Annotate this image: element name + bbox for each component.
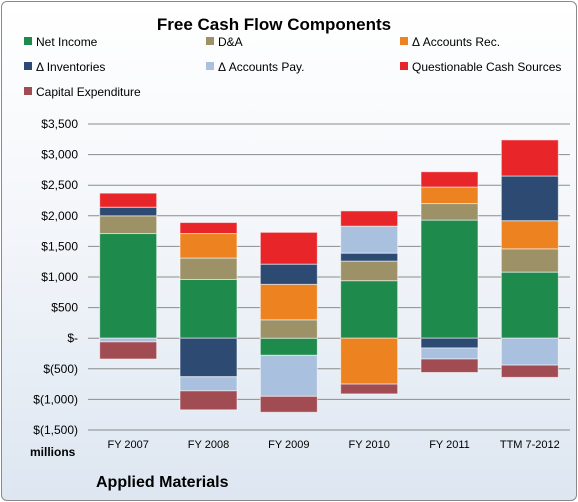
bar-questionable-cash-sources (99, 192, 158, 208)
legend-label-questionable-cash-sources: Questionable Cash Sources (412, 60, 561, 74)
bar-capital-expenditure (500, 364, 559, 378)
unit-label: millions (30, 445, 76, 459)
bar-questionable-cash-sources (179, 222, 238, 235)
bar-net-income (420, 219, 479, 339)
bar-questionable-cash-sources (259, 231, 318, 265)
bar-accounts-rec (420, 186, 479, 205)
y-tick-label: $500 (51, 301, 78, 315)
bar-d-a (420, 203, 479, 221)
bar-d-a (259, 319, 318, 339)
bar-capital-expenditure (99, 341, 158, 360)
bar-accounts-rec (179, 233, 238, 259)
y-tick-label: $(1,000) (33, 392, 78, 406)
legend: Net Income D&A Δ Accounts Rec. Δ Inventorie… (24, 35, 561, 99)
x-category-label: FY 2010 (348, 439, 389, 451)
legend-label-inventories: Δ Inventories (36, 60, 105, 74)
bar-accounts-pay (99, 337, 158, 343)
bar-d-a (500, 248, 559, 273)
company-label: Applied Materials (96, 474, 229, 491)
y-tick-label: $- (67, 331, 78, 345)
legend-swatch-questionable-cash-sources (400, 62, 408, 70)
bar-accounts-pay (500, 337, 559, 366)
y-tick-label: $3,500 (41, 117, 78, 131)
bar-accounts-rec (340, 337, 399, 385)
legend-label-capital-expenditure: Capital Expenditure (36, 85, 141, 99)
bar-net-income (99, 233, 158, 339)
bar-net-income (179, 278, 238, 339)
legend-swatch-inventories (24, 62, 32, 70)
y-tick-label: $2,500 (41, 178, 78, 192)
bar-questionable-cash-sources (500, 139, 559, 177)
bar-accounts-rec (259, 283, 318, 321)
y-tick-label: $(500) (43, 362, 78, 376)
bar-capital-expenditure (340, 383, 399, 395)
bar-inventories (500, 175, 559, 222)
y-tick-label: $1,500 (41, 239, 78, 253)
y-tick-label: $2,000 (41, 209, 78, 223)
bar-capital-expenditure (420, 358, 479, 373)
legend-swatch-accounts-pay (206, 62, 214, 70)
bar-net-income (500, 271, 559, 339)
legend-swatch-accounts-rec (400, 37, 408, 45)
bar-accounts-rec (500, 220, 559, 250)
legend-label-d-a: D&A (218, 35, 243, 49)
x-category-label: FY 2011 (429, 439, 470, 451)
x-category-label: TTM 7-2012 (500, 439, 560, 451)
bar-questionable-cash-sources (340, 210, 399, 227)
legend-swatch-d-a (206, 37, 214, 45)
y-tick-label: $(1,500) (33, 423, 78, 437)
bar-net-income (340, 280, 399, 339)
bar-capital-expenditure (259, 395, 318, 413)
plot-area: $3,500 $3,000 $2,500 $2,000 $1,500 $1,000 $500… (33, 117, 570, 451)
bar-accounts-pay (420, 347, 479, 360)
bar-accounts-pay (179, 376, 238, 392)
legend-label-accounts-rec: Δ Accounts Rec. (412, 35, 500, 49)
chart-title: Free Cash Flow Components (157, 15, 391, 34)
y-tick-label: $3,000 (41, 148, 78, 162)
bar-inventories (179, 337, 238, 378)
x-category-label: FY 2009 (268, 439, 309, 451)
bar-d-a (99, 215, 158, 235)
legend-label-accounts-pay: Δ Accounts Pay. (218, 60, 305, 74)
legend-swatch-net-income (24, 37, 32, 45)
legend-label-net-income: Net Income (36, 35, 98, 49)
legend-swatch-capital-expenditure (24, 87, 32, 95)
bar-accounts-pay (259, 354, 318, 397)
x-category-label: FY 2008 (188, 439, 229, 451)
y-tick-label: $1,000 (41, 270, 78, 284)
bar-d-a (179, 257, 238, 280)
bar-questionable-cash-sources (420, 171, 479, 188)
x-category-label: FY 2007 (107, 439, 148, 451)
bar-inventories (99, 206, 158, 217)
bar-inventories (340, 252, 399, 262)
bar-inventories (420, 337, 479, 349)
bar-accounts-pay (340, 225, 399, 254)
bar-capital-expenditure (179, 390, 238, 411)
bar-d-a (340, 260, 399, 282)
bar-net-income (259, 337, 318, 356)
bar-inventories (259, 263, 318, 285)
